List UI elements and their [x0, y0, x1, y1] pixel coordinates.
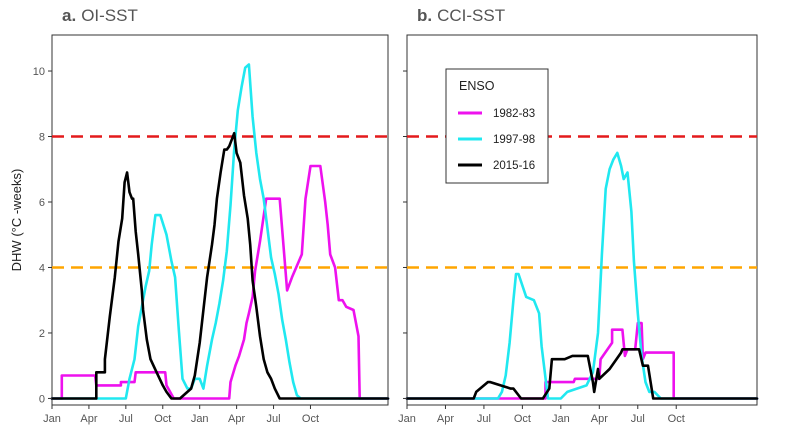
legend: ENSO 1982-83 1997-98 2015-16	[445, 68, 549, 184]
panel-b-x-tick-label: Jan	[552, 413, 570, 425]
panel-a: a. OI-SST Jan Apr Jul Oct Jan Apr Jul Oct 0 2 4 6 8 1…	[33, 6, 390, 425]
panel-b-y-axis	[403, 70, 407, 399]
panel-b-series-1982-83	[405, 321, 759, 400]
y-axis-label: DHW (°C -weeks)	[9, 169, 24, 272]
panel-a-y-tick-label: 0	[39, 393, 45, 405]
panel-a-series-1997-98	[50, 63, 390, 400]
panel-a-x-axis: Jan Apr Jul Oct Jan Apr Jul Oct	[43, 405, 319, 425]
panel-a-series-2015-16	[50, 131, 390, 400]
panel-b-x-tick-label: Oct	[514, 413, 531, 425]
panel-b-x-axis: Jan Apr Jul Oct Jan Apr Jul Oct	[398, 405, 685, 425]
panel-a-x-tick-label: Oct	[302, 413, 319, 425]
panel-a-x-tick-label: Apr	[80, 413, 97, 425]
panel-b-x-tick-label: Apr	[437, 413, 454, 425]
panel-b-letter: b.	[417, 6, 432, 25]
legend-label-1997-98: 1997-98	[493, 134, 535, 146]
panel-a-x-tick-label: Jan	[191, 413, 209, 425]
panel-b-x-tick-label: Jan	[398, 413, 416, 425]
panel-b-title-text: CCI-SST	[437, 6, 505, 25]
panel-b-series	[405, 151, 759, 400]
panel-a-threshold-lines	[52, 135, 388, 269]
panel-a-title-text: OI-SST	[81, 6, 138, 25]
panel-a-x-tick-label: Jul	[119, 413, 133, 425]
panel-a-x-tick-label: Apr	[228, 413, 245, 425]
panel-a-y-tick-label: 4	[39, 262, 45, 274]
panel-a-y-tick-label: 6	[39, 197, 45, 209]
panel-b-series-1997-98	[405, 151, 759, 400]
panel-a-y-tick-label: 8	[39, 132, 45, 144]
panel-b-series-2015-16	[405, 347, 759, 400]
panel-a-plot-frame	[51, 34, 389, 406]
panel-a-letter: a.	[62, 6, 76, 25]
panel-a-title: a. OI-SST	[62, 6, 138, 25]
panel-b-x-tick-label: Jul	[631, 413, 645, 425]
panel-b-x-tick-label: Apr	[591, 413, 608, 425]
legend-title: ENSO	[459, 79, 495, 93]
panel-a-series	[50, 63, 390, 400]
panel-b: b. CCI-SST Jan Apr Jul Oct Jan Apr Jul Oct	[398, 6, 759, 425]
panel-b-title: b. CCI-SST	[417, 6, 505, 25]
legend-label-1982-83: 1982-83	[493, 108, 535, 120]
legend-label-2015-16: 2015-16	[493, 160, 535, 172]
panel-a-x-tick-label: Oct	[154, 413, 171, 425]
panel-a-x-tick-label: Jul	[267, 413, 281, 425]
panel-b-x-tick-label: Jul	[477, 413, 491, 425]
panel-a-y-tick-label: 10	[33, 66, 45, 78]
panel-b-x-tick-label: Oct	[668, 413, 685, 425]
panel-b-plot-frame	[406, 34, 758, 406]
panel-a-x-tick-label: Jan	[43, 413, 61, 425]
panel-a-y-tick-label: 2	[39, 328, 45, 340]
panel-a-series-1982-83	[50, 164, 390, 400]
panel-a-y-axis: 0 2 4 6 8 10	[33, 66, 52, 405]
legend-items: 1982-83 1997-98 2015-16	[458, 108, 535, 172]
